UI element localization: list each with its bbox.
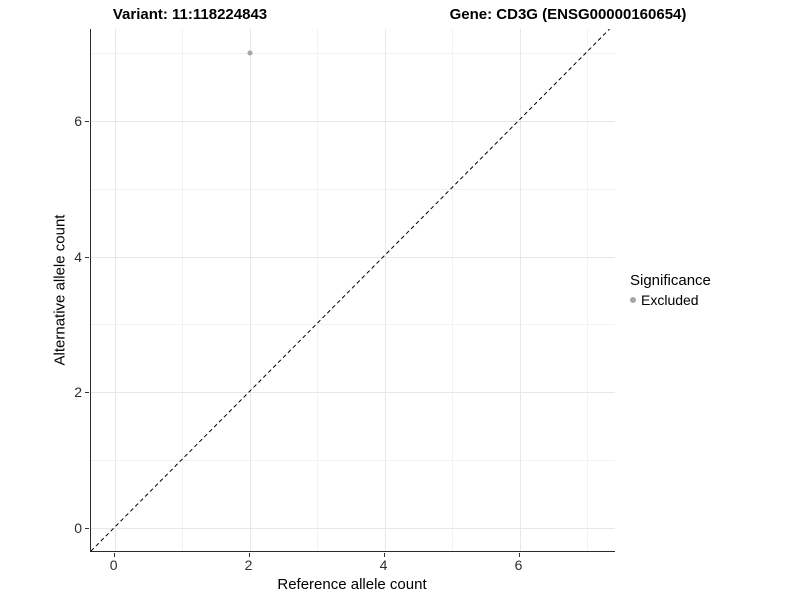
gridline-major-y-2 — [91, 392, 615, 394]
y-tick-label-0: 0 — [74, 520, 82, 537]
gridline-minor-x-7 — [586, 29, 588, 551]
gridline-major-y-4 — [91, 256, 615, 258]
y-tick-label-6: 6 — [74, 112, 82, 129]
gridline-major-y-6 — [91, 120, 615, 122]
x-axis-title: Reference allele count — [277, 576, 427, 593]
gridline-major-y-0 — [91, 528, 615, 530]
plot-title-variant: Variant: 11:118224843 — [112, 6, 268, 23]
y-tick-mark-2 — [85, 392, 89, 394]
gridline-major-x-4 — [384, 29, 386, 551]
gridline-major-x-6 — [519, 29, 521, 551]
gridline-minor-x-5 — [452, 29, 454, 551]
x-tick-label-6: 6 — [514, 557, 523, 573]
y-tick-mark-4 — [85, 256, 89, 258]
gridline-minor-x-1 — [182, 29, 184, 551]
identity-reference-line — [91, 29, 610, 551]
gridline-minor-y-7 — [91, 52, 615, 54]
gridline-major-x-0 — [114, 29, 116, 551]
data-point-excluded-2-7 — [247, 50, 253, 56]
gridline-major-x-2 — [249, 29, 251, 551]
gridline-minor-y-5 — [91, 188, 615, 190]
plot-panel — [90, 29, 615, 552]
legend: Significance Excluded — [630, 272, 711, 308]
x-tick-label-4: 4 — [379, 557, 388, 573]
gridline-minor-y-3 — [91, 324, 615, 326]
y-tick-mark-0 — [85, 528, 89, 530]
x-tick-mark-2 — [248, 553, 250, 557]
y-tick-mark-6 — [85, 120, 89, 122]
gridline-minor-y-1 — [91, 460, 615, 462]
gridline-minor-x-3 — [317, 29, 319, 551]
y-tick-label-2: 2 — [74, 384, 82, 401]
x-tick-label-0: 0 — [109, 557, 118, 573]
x-tick-mark-6 — [518, 553, 520, 557]
legend-entry-excluded: Excluded — [630, 292, 711, 308]
x-tick-label-2: 2 — [244, 557, 253, 573]
legend-title: Significance — [630, 272, 711, 289]
legend-key-circle-icon — [630, 297, 636, 303]
y-tick-label-4: 4 — [74, 248, 82, 265]
x-tick-mark-0 — [113, 553, 115, 557]
legend-entry-label: Excluded — [641, 292, 699, 308]
y-axis-title: Alternative allele count — [51, 214, 69, 366]
plot-title-gene: Gene: CD3G (ENSG00000160654) — [449, 6, 687, 23]
x-tick-mark-4 — [383, 553, 385, 557]
